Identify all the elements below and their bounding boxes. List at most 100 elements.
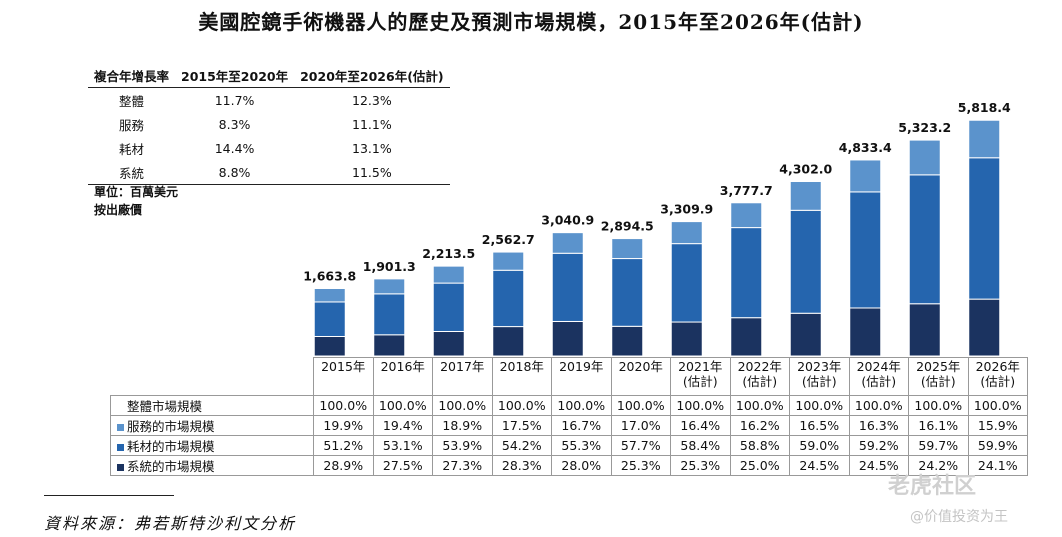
year-header: 2022年 (估計) [729, 357, 790, 396]
share-value: 24.5% [848, 455, 909, 476]
bar-total-label: 4,302.0 [779, 162, 832, 177]
share-value: 19.9% [313, 415, 374, 436]
share-value: 27.3% [432, 455, 493, 476]
bar-segment-系統的市場規模 [373, 334, 406, 357]
cagr-value: 8.8% [175, 160, 295, 185]
cagr-value: 12.3% [352, 92, 392, 108]
bar-total-label: 4,833.4 [839, 140, 892, 155]
share-row-label: 整體市場規模 [110, 395, 314, 416]
share-value: 27.5% [372, 455, 433, 476]
cagr-header-2015-2020: 2015年至2020年 [175, 64, 295, 88]
source-note: 資料來源：弗若斯特沙利文分析 [44, 514, 297, 533]
cagr-value: 11.7% [214, 92, 255, 108]
bar-segment-系統的市場規模 [551, 320, 584, 357]
year-label: 2024年 [856, 359, 901, 374]
share-value: 16.5% [789, 415, 850, 436]
year-header: 2025年 (估計) [908, 357, 969, 396]
legend-swatch [117, 444, 124, 451]
share-value: 16.7% [551, 415, 612, 436]
bar-segment-耗材的市場規模 [849, 191, 882, 309]
cagr-table: 複合年增長率 2015年至2020年 2020年至2026年(估計) 整體 11… [88, 64, 450, 185]
share-value: 28.9% [313, 455, 374, 476]
cagr-row: 整體 11.7% 12.3% [88, 88, 450, 113]
share-value: 58.8% [729, 435, 790, 456]
share-value: 100.0% [313, 395, 374, 416]
year-label: 2015年 [321, 359, 366, 374]
share-value: 16.4% [670, 415, 731, 436]
cagr-header-2020-2026: 2020年至2026年(估計) [294, 64, 450, 88]
bar-segment-服務的市場規模 [849, 159, 882, 193]
bar-segment-服務的市場規模 [313, 288, 346, 303]
bar-segment-耗材的市場規模 [373, 293, 406, 336]
estimate-label: (估計) [682, 374, 718, 389]
year-header: 2015年 [313, 357, 374, 396]
share-value: 59.0% [789, 435, 850, 456]
share-row: 耗材的市場規模 51.2% 53.1% 53.9% 54.2% 55.3% 57.7% 58.… [110, 435, 1028, 456]
bar-segment-系統的市場規模 [789, 312, 822, 357]
year-label: 2017年 [440, 359, 485, 374]
bar-total-label: 3,309.9 [660, 202, 713, 217]
bar-segment-服務的市場規模 [670, 221, 703, 245]
share-value: 16.1% [908, 415, 969, 436]
share-value: 17.5% [491, 415, 552, 436]
cagr-row-label: 系統 [88, 160, 176, 185]
year-header: 2019年 [551, 357, 612, 396]
share-value: 25.3% [670, 455, 731, 476]
bar-total-label: 5,818.4 [958, 100, 1011, 115]
bar-segment-服務的市場規模 [551, 232, 584, 254]
bar-segment-服務的市場規模 [373, 278, 406, 295]
share-row-label: 系統的市場規模 [110, 455, 314, 476]
share-value: 59.9% [967, 435, 1028, 456]
cagr-row: 系統 8.8% 11.5% [88, 160, 450, 185]
legend-swatch [117, 424, 124, 431]
share-value: 100.0% [967, 395, 1028, 416]
bar-segment-耗材的市場規模 [670, 243, 703, 323]
share-table: 2015年 2016年 2017年 2018年 2019年 2020年 2021年 (估計) 2… [110, 357, 1028, 476]
bar-segment-耗材的市場規模 [730, 227, 763, 319]
watermark-logo: 老虎社区 [888, 474, 977, 499]
year-label: 2018年 [499, 359, 544, 374]
share-value: 53.9% [432, 435, 493, 456]
bar-segment-耗材的市場規模 [611, 258, 644, 327]
year-label: 2026年 [975, 359, 1020, 374]
bar-segment-系統的市場規模 [492, 326, 525, 357]
source-divider [44, 495, 174, 496]
stacked-bar-chart: 1,663.8 1,901.3 2,213.5 2,562.7 3,040.9 2,894… [303, 100, 1011, 357]
share-value: 16.3% [848, 415, 909, 436]
cagr-row: 服務 8.3% 11.1% [88, 112, 450, 136]
bar-segment-服務的市場規模 [611, 238, 644, 260]
share-value: 19.4% [372, 415, 433, 436]
bar-segment-耗材的市場規模 [968, 157, 1001, 300]
estimate-label: (估計) [980, 374, 1016, 389]
estimate-label: (估計) [801, 374, 837, 389]
bar-total-label: 2,213.5 [422, 246, 475, 261]
share-value: 100.0% [789, 395, 850, 416]
share-value: 25.0% [729, 455, 790, 476]
year-label: 2016年 [380, 359, 425, 374]
share-value: 100.0% [729, 395, 790, 416]
share-value: 24.2% [908, 455, 969, 476]
bar-segment-系統的市場規模 [611, 325, 644, 357]
share-value: 100.0% [670, 395, 731, 416]
bar-total-label: 5,323.2 [898, 120, 951, 135]
year-header: 2026年 (估計) [967, 357, 1028, 396]
share-row: 整體市場規模 100.0% 100.0% 100.0% 100.0% 100.0% 100.… [110, 395, 1028, 416]
bar-segment-系統的市場規模 [670, 321, 703, 357]
share-value: 18.9% [432, 415, 493, 436]
cagr-row-label: 整體 [119, 93, 145, 109]
share-value: 17.0% [610, 415, 671, 436]
cagr-row-label: 服務 [119, 117, 145, 133]
share-value: 100.0% [432, 395, 493, 416]
share-row: 系統的市場規模 28.9% 27.5% 27.3% 28.3% 28.0% 25.3% 25.… [110, 455, 1028, 476]
cagr-row: 耗材 14.4% 13.1% [88, 136, 450, 160]
bar-segment-耗材的市場規模 [789, 209, 822, 314]
share-value: 100.0% [372, 395, 433, 416]
year-label: 2021年 [678, 359, 723, 374]
share-value: 15.9% [967, 415, 1028, 436]
year-header: 2024年 (估計) [848, 357, 909, 396]
year-header: 2020年 [610, 357, 671, 396]
legend-swatch [117, 464, 124, 471]
bar-segment-服務的市場規模 [968, 119, 1001, 159]
share-value: 54.2% [491, 435, 552, 456]
estimate-label: (估計) [861, 374, 897, 389]
